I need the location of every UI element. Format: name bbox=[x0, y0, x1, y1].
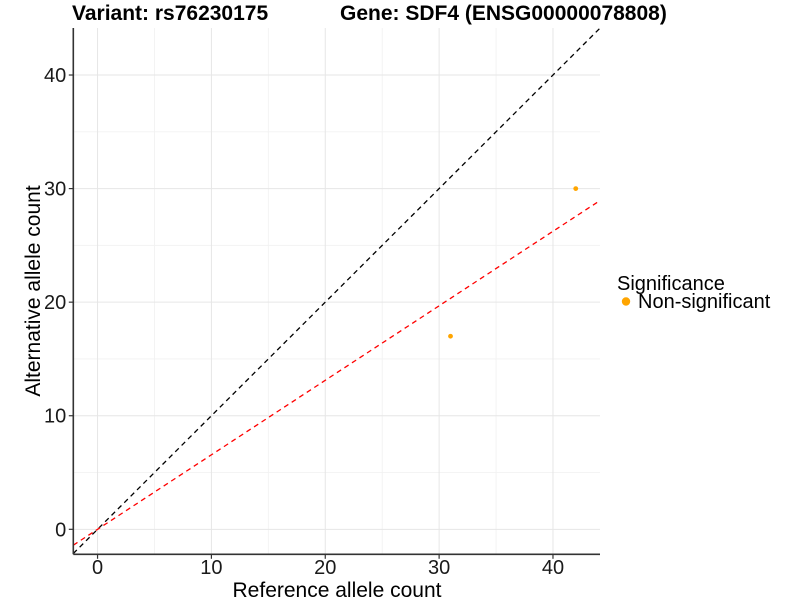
y-tick-label: 0 bbox=[55, 519, 66, 541]
y-axis-label: Alternative allele count bbox=[22, 185, 45, 396]
tick-labels: 0 10 20 30 40 0 10 20 30 40 bbox=[44, 65, 564, 579]
minor-gridlines bbox=[73, 28, 600, 555]
y-tick-label: 30 bbox=[44, 179, 66, 201]
y-tick-label: 10 bbox=[44, 406, 66, 428]
x-axis-label: Reference allele count bbox=[233, 579, 442, 600]
legend-title: Significance bbox=[617, 273, 725, 295]
y-tick-label: 20 bbox=[44, 292, 66, 314]
legend: Significance Non-significant bbox=[617, 273, 771, 313]
data-point bbox=[573, 186, 579, 191]
x-tick-label: 30 bbox=[428, 557, 450, 579]
x-tick-label: 40 bbox=[542, 557, 564, 579]
data-point bbox=[448, 333, 453, 339]
x-tick-label: 10 bbox=[200, 557, 222, 579]
reference-lines bbox=[72, 27, 601, 554]
identity-line bbox=[72, 27, 601, 554]
legend-item-label: Non-significant bbox=[638, 291, 771, 313]
plot-title-gene: Gene: SDF4 (ENSG00000078808) bbox=[340, 2, 667, 25]
x-tick-label: 20 bbox=[314, 557, 336, 579]
axes bbox=[68, 28, 600, 559]
data-points bbox=[448, 186, 579, 339]
legend-key-dot-icon bbox=[621, 297, 631, 306]
x-tick-label: 0 bbox=[92, 557, 103, 579]
y-tick-label: 40 bbox=[44, 65, 66, 87]
fit-line bbox=[72, 199, 601, 546]
plot-title-variant: Variant: rs76230175 bbox=[72, 2, 268, 25]
major-gridlines bbox=[73, 28, 600, 555]
